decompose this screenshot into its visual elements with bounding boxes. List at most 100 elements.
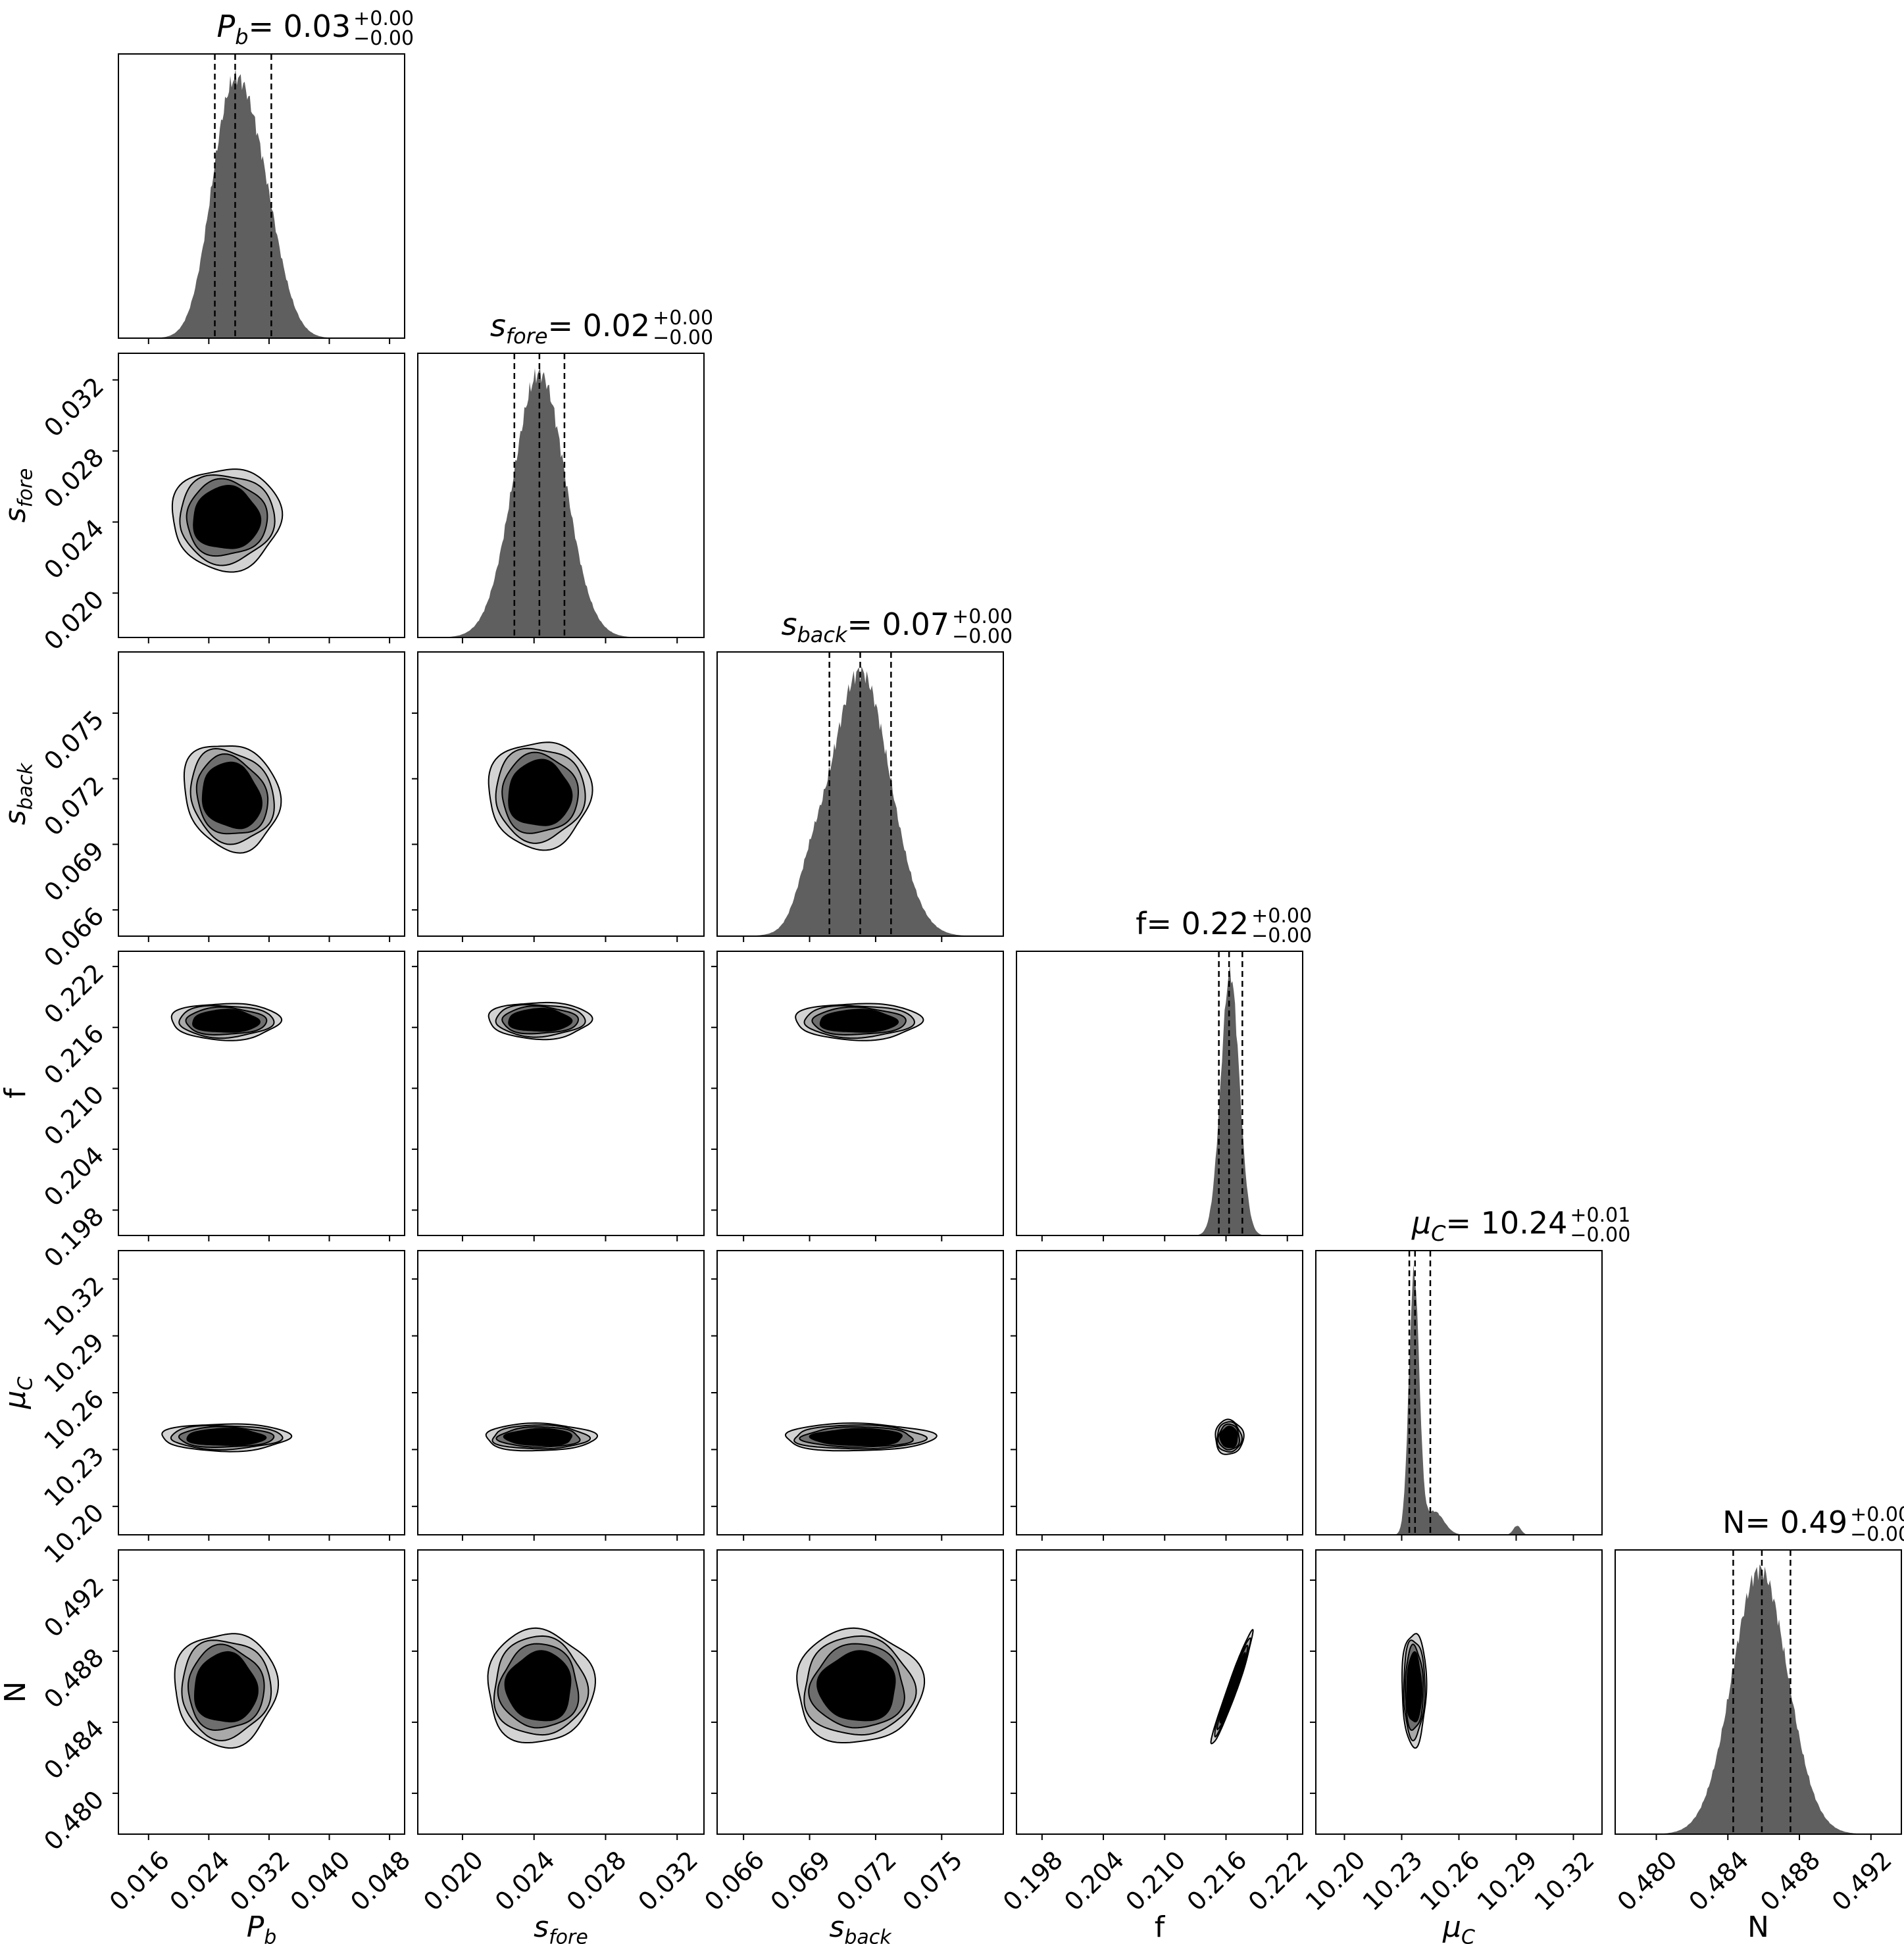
panel-frame-N-muC xyxy=(1315,1549,1603,1835)
panel-frame-sback-sback xyxy=(716,651,1004,937)
svg-text:μC​: μC​ xyxy=(1411,1205,1446,1246)
contour-level-4 xyxy=(1219,1651,1246,1724)
svg-text:+0.01: +0.01 xyxy=(1570,1204,1630,1227)
svg-text:+0.00: +0.00 xyxy=(353,7,414,30)
x-tick-label-f: 0.222 xyxy=(1243,1845,1314,1916)
contour-level-4 xyxy=(1406,1651,1423,1723)
histogram-N xyxy=(1615,1564,1901,1834)
y-tick-label-sfore: 0.024 xyxy=(38,514,109,585)
contour-level-4 xyxy=(1219,1426,1238,1449)
panel-frame-f-Pb xyxy=(118,951,405,1236)
panel-frame-muC-sback xyxy=(716,1250,1004,1535)
svg-text:+0.00: +0.00 xyxy=(1850,1503,1904,1526)
title-f: f = 0.22 +0.00−0.00 xyxy=(1136,905,1312,947)
y-tick-label-f: 0.198 xyxy=(38,1202,109,1273)
panel-frame-f-sback xyxy=(716,951,1004,1236)
contour-level-4 xyxy=(809,1428,903,1447)
x-tick-label-f: 0.210 xyxy=(1120,1845,1191,1916)
contour-level-4 xyxy=(192,1009,261,1033)
contour-muC-vs-sfore xyxy=(485,1422,599,1452)
x-tick-label-sfore: 0.020 xyxy=(418,1845,489,1916)
y-tick-label-sback: 0.072 xyxy=(38,770,109,841)
svg-text:+0.00: +0.00 xyxy=(653,307,713,330)
y-tick-label-sfore: 0.020 xyxy=(38,585,109,656)
svg-text:= 10.24: = 10.24 xyxy=(1446,1205,1568,1241)
y-axis-label-N: N xyxy=(0,1682,32,1703)
svg-text:−0.00: −0.00 xyxy=(1570,1224,1630,1247)
contour-level-4 xyxy=(504,1650,572,1722)
svg-text:−0.00: −0.00 xyxy=(653,326,713,349)
y-tick-label-muC: 10.26 xyxy=(38,1384,109,1455)
panel-frame-sfore-Pb xyxy=(118,353,405,638)
y-axis-label-sfore: sfore​ xyxy=(0,468,38,523)
x-tick-label-muC: 10.32 xyxy=(1529,1845,1600,1916)
x-tick-label-sfore: 0.028 xyxy=(561,1845,632,1916)
panel-frame-N-sback xyxy=(716,1549,1004,1835)
x-axis-label-sfore: sfore​ xyxy=(534,1910,588,1944)
title-N: N = 0.49+0.00−0.00 xyxy=(1722,1503,1904,1546)
title-Pb: Pb​ = 0.03+0.00−0.00 xyxy=(216,7,414,50)
svg-text:N: N xyxy=(1722,1505,1745,1540)
svg-text:sfore​: sfore​ xyxy=(490,308,548,349)
panel-frame-sfore-sfore xyxy=(417,353,705,638)
histogram-sfore xyxy=(418,368,704,637)
x-tick-label-sback: 0.072 xyxy=(831,1845,902,1916)
contour-N-vs-f xyxy=(1210,1629,1254,1745)
x-tick-label-N: 0.492 xyxy=(1826,1845,1897,1916)
y-tick-label-f: 0.204 xyxy=(38,1141,109,1212)
svg-text:= 0.02: = 0.02 xyxy=(548,308,651,343)
svg-text:= 0.03: = 0.03 xyxy=(249,9,351,44)
title-muC: μC​ = 10.24+0.01−0.00 xyxy=(1411,1204,1630,1247)
panel-frame-muC-muC xyxy=(1315,1250,1603,1535)
contour-f-vs-sback xyxy=(795,1003,924,1041)
svg-text:sback​: sback​ xyxy=(781,607,847,647)
x-tick-label-f: 0.198 xyxy=(997,1845,1068,1916)
y-axis-label-sback: sback​ xyxy=(0,762,38,825)
contour-f-vs-Pb xyxy=(170,1003,283,1041)
panel-frame-N-f xyxy=(1016,1549,1303,1835)
x-tick-label-sback: 0.066 xyxy=(699,1845,770,1916)
y-axis-label-f: f xyxy=(0,1087,32,1099)
x-tick-label-N: 0.480 xyxy=(1612,1845,1683,1916)
panel-frame-f-sfore xyxy=(417,951,705,1236)
y-tick-label-f: 0.210 xyxy=(38,1080,109,1151)
y-tick-label-sback: 0.069 xyxy=(38,836,109,907)
y-tick-label-f: 0.216 xyxy=(38,1019,109,1090)
contour-level-4 xyxy=(816,1650,896,1722)
contour-level-4 xyxy=(194,1651,259,1723)
histogram-muC xyxy=(1316,1265,1602,1535)
contour-N-vs-sfore xyxy=(487,1627,596,1743)
x-tick-label-muC: 10.23 xyxy=(1357,1845,1428,1916)
contour-muC-vs-f xyxy=(1215,1418,1245,1455)
contour-sback-vs-sfore xyxy=(488,741,593,851)
x-tick-label-N: 0.484 xyxy=(1683,1845,1754,1916)
x-tick-label-sback: 0.075 xyxy=(897,1845,968,1916)
contour-N-vs-muC xyxy=(1401,1633,1428,1749)
x-axis-label-muC: μC​ xyxy=(1442,1910,1475,1944)
contour-level-4 xyxy=(503,1428,573,1447)
y-tick-label-N: 0.492 xyxy=(38,1572,109,1643)
svg-text:= 0.07: = 0.07 xyxy=(847,607,950,642)
x-tick-label-Pb: 0.024 xyxy=(164,1845,235,1916)
x-tick-label-Pb: 0.040 xyxy=(285,1845,356,1916)
panel-frame-sback-sfore xyxy=(417,651,705,937)
contour-level-4 xyxy=(193,484,262,549)
x-tick-label-Pb: 0.032 xyxy=(224,1845,295,1916)
panel-frame-Pb-Pb xyxy=(118,53,405,339)
svg-text:= 0.49: = 0.49 xyxy=(1745,1505,1848,1540)
y-tick-label-muC: 10.29 xyxy=(38,1328,109,1399)
contour-level-4 xyxy=(508,759,573,826)
x-tick-label-muC: 10.26 xyxy=(1415,1845,1486,1916)
x-tick-label-f: 0.204 xyxy=(1059,1845,1130,1916)
x-tick-label-sback: 0.069 xyxy=(765,1845,836,1916)
contour-sfore-vs-Pb xyxy=(171,468,284,573)
title-sfore: sfore​ = 0.02+0.00−0.00 xyxy=(490,307,713,349)
contour-sback-vs-Pb xyxy=(183,745,282,854)
svg-text:+0.00: +0.00 xyxy=(1251,905,1312,928)
x-tick-label-muC: 10.20 xyxy=(1300,1845,1371,1916)
svg-text:f: f xyxy=(1136,906,1147,941)
panel-frame-muC-f xyxy=(1016,1250,1303,1535)
panel-frame-N-Pb xyxy=(118,1549,405,1835)
contour-N-vs-sback xyxy=(796,1627,926,1743)
